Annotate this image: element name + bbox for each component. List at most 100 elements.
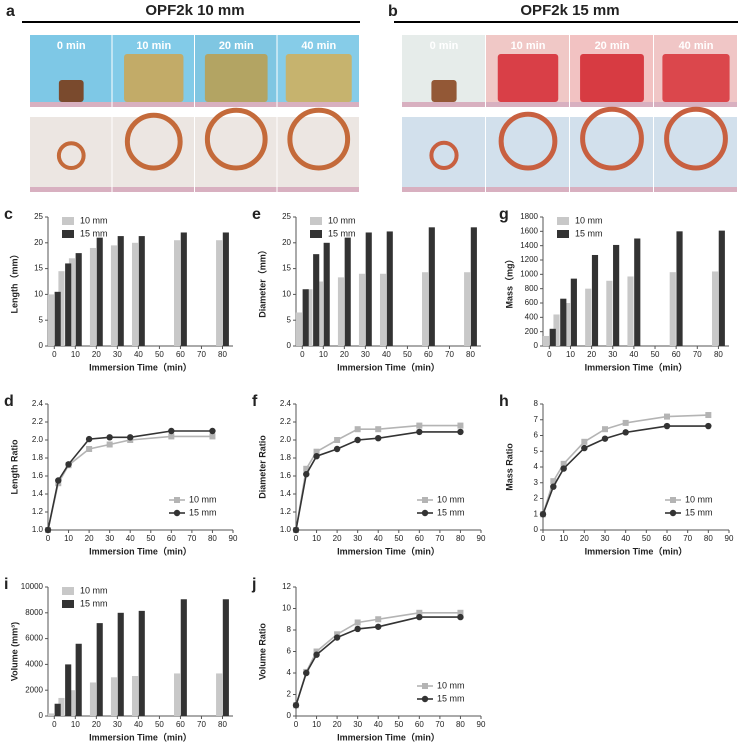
marker — [313, 453, 320, 460]
marker — [539, 511, 547, 518]
marker — [334, 437, 341, 443]
bar — [422, 272, 429, 346]
marker — [354, 436, 361, 444]
bar — [718, 230, 725, 346]
ruler — [570, 102, 653, 107]
x-tick-label: 50 — [155, 720, 164, 729]
x-tick-label: 30 — [105, 534, 114, 543]
marker — [602, 426, 608, 433]
x-tick-label: 40 — [134, 720, 143, 729]
x-tick-label: 60 — [672, 350, 681, 359]
x-tick-label: 40 — [629, 350, 638, 359]
y-tick-label: 1000 — [520, 269, 538, 278]
bar — [428, 227, 435, 346]
x-tick-label: 20 — [340, 350, 349, 359]
series-line — [542, 425, 709, 515]
bar — [54, 703, 61, 716]
legend-marker — [670, 497, 676, 503]
y-tick-label: 4000 — [25, 660, 43, 669]
x-tick-label: 60 — [424, 350, 433, 359]
bar — [344, 237, 351, 346]
panel-title: OPF2k 10 mm — [145, 2, 244, 19]
photo — [486, 117, 569, 192]
y-tick-label: 800 — [525, 284, 539, 293]
ruler — [112, 102, 194, 107]
marker — [85, 435, 93, 443]
bar — [337, 277, 345, 346]
x-tick-label: 90 — [477, 534, 486, 543]
y-axis-label: Volume Ratio — [257, 623, 267, 680]
legend-label: 10 mm — [685, 494, 713, 504]
marker — [550, 478, 557, 485]
sample — [285, 54, 352, 102]
bar — [627, 276, 634, 346]
x-tick-label: 10 — [312, 720, 321, 729]
y-tick-label: 7 — [534, 415, 539, 424]
x-tick-label: 70 — [197, 350, 206, 359]
x-tick-label: 40 — [382, 350, 391, 359]
panel-label: e — [252, 206, 261, 223]
legend-label: 15 mm — [685, 507, 713, 517]
marker — [375, 616, 382, 623]
bar — [316, 281, 324, 346]
x-tick-label: 80 — [456, 720, 465, 729]
bar — [180, 232, 187, 346]
bar — [58, 697, 65, 716]
bar — [65, 263, 72, 346]
legend-label: 15 mm — [80, 228, 108, 238]
x-tick-label: 90 — [477, 720, 486, 729]
sample — [580, 54, 644, 102]
marker — [457, 609, 464, 616]
legend-swatch — [310, 217, 322, 225]
y-axis-label: Length（mm） — [9, 250, 19, 314]
x-tick-label: 50 — [155, 350, 164, 359]
marker — [292, 526, 300, 534]
marker — [457, 613, 464, 621]
x-tick-label: 10 — [312, 534, 321, 543]
x-tick-label: 80 — [704, 534, 713, 543]
series-line — [47, 435, 213, 531]
x-axis-label: Immersion Time（min） — [337, 362, 440, 372]
time-label: 10 min — [136, 40, 171, 52]
legend-marker — [422, 497, 428, 503]
y-tick-label: 1.2 — [32, 507, 44, 516]
ruler — [30, 187, 112, 192]
ruler — [654, 187, 737, 192]
x-tick-label: 90 — [725, 534, 734, 543]
bar — [313, 254, 320, 346]
ruler — [486, 102, 569, 107]
legend-label: 10 mm — [80, 215, 108, 225]
marker — [375, 623, 382, 630]
y-tick-label: 15 — [34, 264, 43, 273]
bar — [68, 258, 76, 346]
y-tick-label: 12 — [282, 582, 291, 591]
y-tick-label: 2.2 — [32, 417, 44, 426]
bar — [54, 291, 61, 346]
sample-ring — [287, 107, 351, 171]
legend-marker — [421, 695, 429, 703]
panel-label: j — [251, 576, 256, 593]
legend-label: 15 mm — [80, 598, 108, 608]
x-tick-label: 0 — [300, 350, 305, 359]
legend-label: 15 mm — [437, 693, 465, 703]
legend-label: 10 mm — [189, 494, 217, 504]
x-axis-label: Immersion Time（min） — [337, 732, 440, 742]
sample — [124, 54, 184, 102]
legend-label: 10 mm — [437, 494, 465, 504]
marker — [313, 448, 320, 455]
y-tick-label: 5 — [39, 315, 44, 324]
y-tick-label: 600 — [525, 298, 539, 307]
x-tick-label: 90 — [229, 534, 238, 543]
bar — [65, 664, 72, 716]
bar — [138, 236, 145, 346]
x-tick-label: 80 — [218, 720, 227, 729]
legend-marker — [173, 509, 181, 517]
x-tick-label: 10 — [71, 350, 80, 359]
time-label: 0 min — [430, 40, 459, 52]
x-tick-label: 20 — [85, 534, 94, 543]
x-tick-label: 70 — [693, 350, 702, 359]
legend-label: 15 mm — [328, 228, 356, 238]
y-tick-label: 10 — [282, 290, 291, 299]
ruler — [486, 187, 569, 192]
legend-swatch — [557, 230, 569, 238]
